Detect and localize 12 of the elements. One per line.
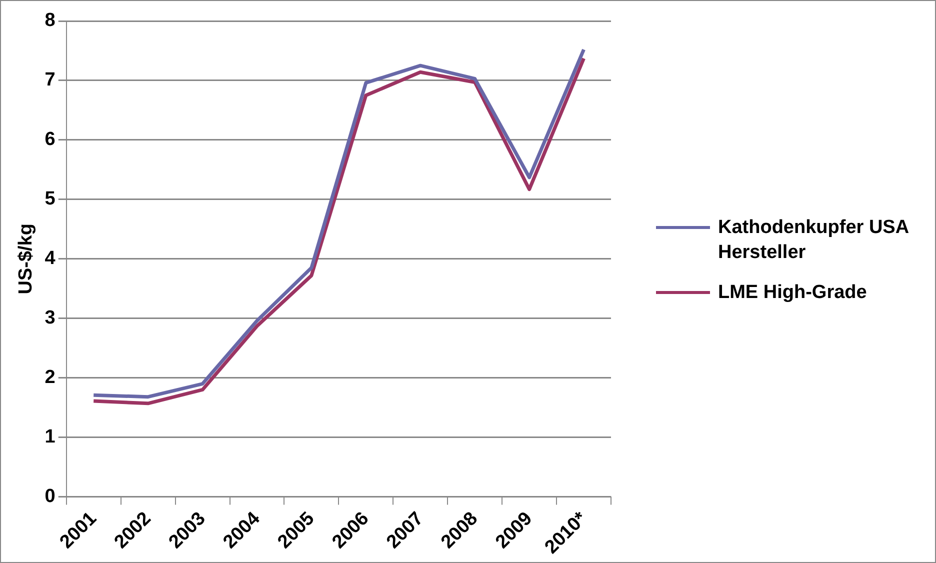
legend-label: LME High-Grade <box>718 281 867 306</box>
y-tick-label: 5 <box>44 188 56 210</box>
y-tick-label: 4 <box>44 248 56 270</box>
y-tick-label: 1 <box>44 426 56 448</box>
y-tick-label: 2 <box>44 367 56 388</box>
legend-label: Kathodenkupfer USA Hersteller <box>718 216 910 265</box>
y-axis-title: US-$/kg <box>16 224 37 294</box>
y-tick-label: 8 <box>44 10 56 32</box>
y-tick-label: 6 <box>44 129 56 150</box>
y-tick-label: 0 <box>44 486 56 507</box>
y-tick-label: 3 <box>44 308 56 329</box>
y-tick-label: 7 <box>44 70 56 91</box>
